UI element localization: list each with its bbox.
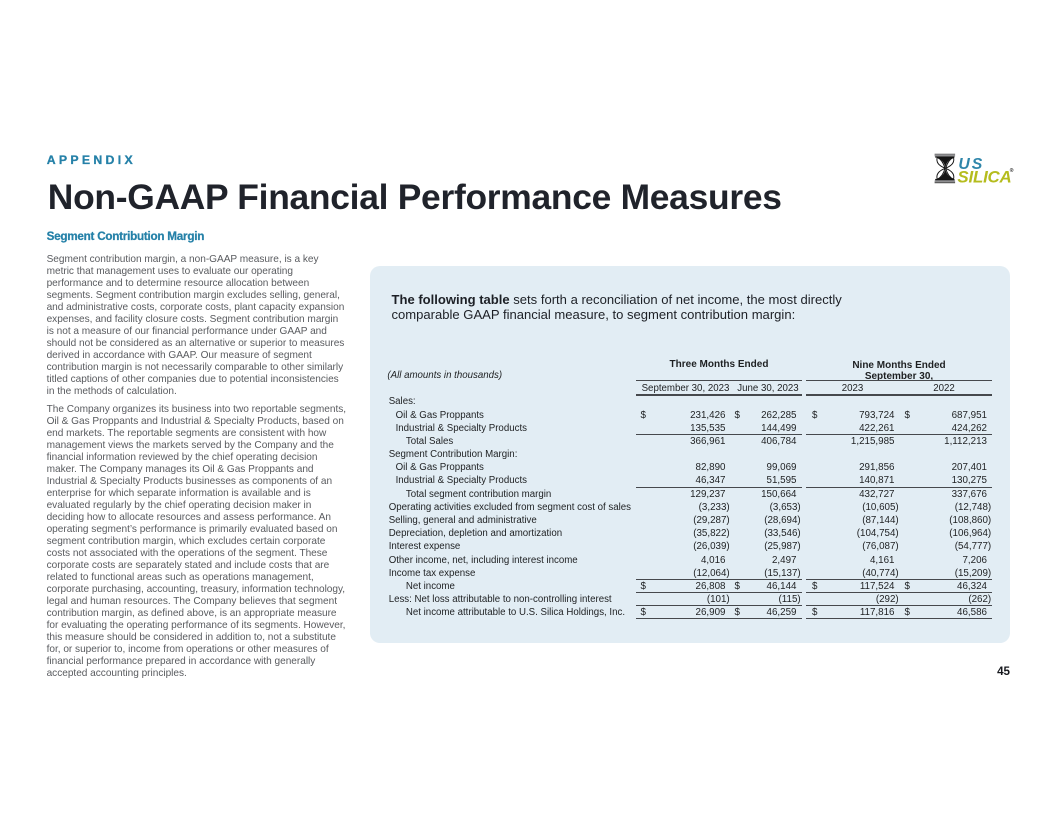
svg-text:®: ® [1010, 167, 1014, 174]
svg-text:US: US [958, 156, 984, 173]
svg-text:SILICA: SILICA [957, 168, 1011, 187]
